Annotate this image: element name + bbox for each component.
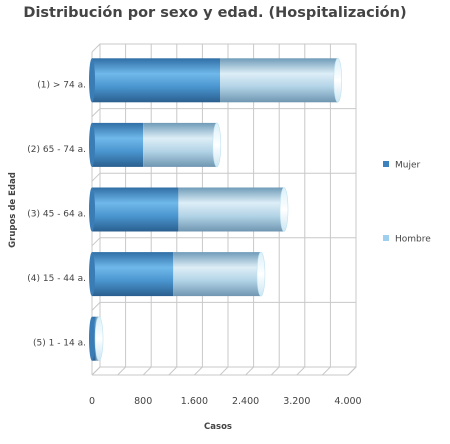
x-tick-label: 0 (89, 396, 95, 407)
grid-line-floor (245, 366, 254, 376)
bar-cap-start (89, 187, 95, 232)
bar-cap-end (94, 316, 104, 362)
bar-cap-end (212, 122, 222, 168)
grid-line-side (91, 172, 101, 182)
legend-swatch-mujer (383, 161, 389, 167)
tick-labels: 0 800 1.600 2.400 3.200 4.000 (1) > 74 a. (2) 6… (27, 80, 361, 407)
x-tick-label: 2.400 (232, 396, 259, 407)
legend-swatch-hombre (383, 235, 389, 241)
x-tick-label: 4.000 (334, 396, 361, 407)
y-tick-label: (3) 45 - 64 a. (27, 210, 86, 220)
bar-mujer-4 (92, 252, 174, 297)
legend-label-mujer: Mujer (395, 161, 421, 171)
grid-line-floor (322, 366, 331, 376)
y-tick-label: (5) 1 - 14 a. (33, 339, 86, 349)
grid-line-floor (347, 366, 357, 376)
bar-cap-start (89, 316, 95, 361)
grid-line-side (91, 108, 101, 117)
bar-mujer-3 (92, 187, 179, 232)
grid-line-floor (219, 366, 229, 376)
y-axis-label: Grupos de Edad (8, 172, 18, 248)
grid-line-floor (91, 366, 101, 376)
y-tick-label: (2) 65 - 74 a. (27, 145, 86, 155)
x-tick-label: 800 (134, 396, 152, 407)
x-axis-label: Casos (204, 422, 232, 432)
grid-line-floor (270, 366, 280, 376)
bar-cap-start (89, 58, 95, 103)
legend: Mujer Hombre (383, 161, 431, 245)
bar-cap-start (89, 122, 95, 167)
x-tick-label: 3.200 (283, 396, 310, 407)
grid-line-side (91, 302, 101, 311)
grid-line-floor (117, 366, 126, 376)
bar-cap-end (333, 58, 343, 103)
left-wall-edge (91, 43, 101, 53)
bar-hombre-4 (173, 252, 261, 297)
x-tick-label: 1.600 (181, 396, 208, 407)
y-tick-label: (4) 15 - 44 a. (27, 274, 86, 284)
legend-label-hombre: Hombre (395, 235, 431, 245)
grid-line-floor (142, 366, 152, 376)
bars (89, 58, 343, 362)
grid-line-floor (194, 366, 203, 376)
y-tick-label: (1) > 74 a. (37, 80, 86, 90)
bar-cap-start (89, 252, 95, 297)
bar-cap-end (256, 251, 266, 297)
grid-line-side (91, 237, 101, 247)
bar-mujer-2 (92, 122, 144, 167)
chart-title: Distribución por sexo y edad. (Hospitali… (23, 5, 407, 21)
bar-hombre-2 (143, 122, 217, 167)
bar-hombre-1 (220, 58, 338, 103)
bar-hombre-3 (178, 187, 284, 232)
grid-line-floor (296, 366, 306, 376)
bar-mujer-1 (92, 58, 220, 103)
bar-cap-end (279, 187, 289, 232)
grid-line-floor (168, 366, 178, 376)
